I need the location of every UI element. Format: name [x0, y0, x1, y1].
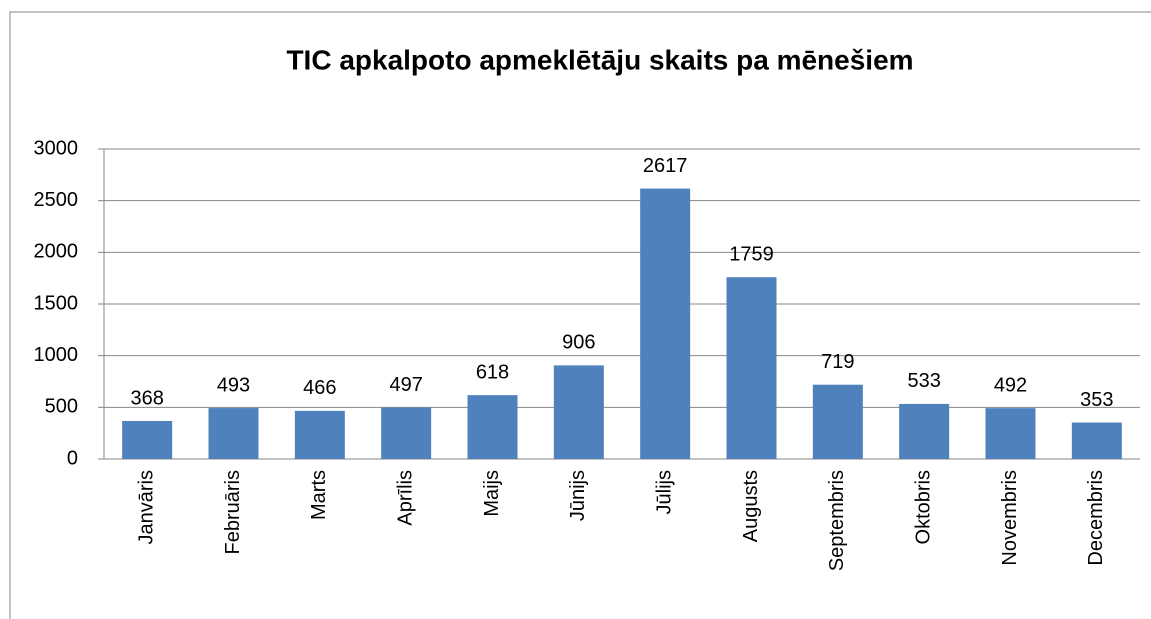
- x-tick-label: Aprīlis: [394, 470, 416, 526]
- y-tick-label: 500: [45, 396, 78, 418]
- chart-border: [9, 11, 1151, 619]
- bar: [726, 277, 777, 459]
- data-label: 618: [476, 361, 509, 383]
- x-tick-label: Janvāris: [135, 470, 157, 544]
- x-tick-label: Marts: [308, 470, 330, 520]
- data-label: 1759: [729, 244, 774, 266]
- bar: [640, 188, 691, 459]
- x-tick-label: Februāris: [222, 470, 244, 554]
- x-tick-label: Septembris: [826, 470, 848, 571]
- bar: [1071, 422, 1122, 459]
- data-label: 2617: [643, 155, 688, 177]
- x-tick-label: Novembris: [999, 470, 1021, 566]
- data-label: 533: [907, 370, 940, 392]
- x-tick-label: Oktobris: [912, 470, 934, 544]
- bar: [122, 420, 173, 459]
- y-tick-label: 1500: [34, 292, 79, 314]
- data-label: 719: [821, 351, 854, 373]
- bar: [553, 365, 604, 459]
- bar: [985, 408, 1036, 459]
- bar: [208, 408, 259, 459]
- y-tick-label: 3000: [34, 137, 79, 159]
- bar: [381, 407, 432, 459]
- data-label: 906: [562, 332, 595, 354]
- data-label: 368: [130, 387, 163, 409]
- bar: [467, 395, 518, 459]
- bar: [294, 410, 345, 459]
- data-label: 466: [303, 377, 336, 399]
- data-label: 493: [217, 374, 250, 396]
- bar: [812, 384, 863, 459]
- x-tick-label: Jūnijs: [567, 470, 589, 521]
- y-tick-label: 2500: [34, 189, 79, 211]
- y-tick-label: 2000: [34, 241, 79, 263]
- chart-title: TIC apkalpoto apmeklētāju skaits pa mēne…: [286, 44, 913, 75]
- bar: [899, 403, 950, 459]
- x-tick-label: Augusts: [740, 470, 762, 542]
- data-label: 497: [389, 374, 422, 396]
- y-tick-label: 1000: [34, 344, 79, 366]
- y-tick-label: 0: [67, 447, 78, 469]
- x-tick-label: Jūlijs: [653, 470, 675, 514]
- x-tick-label: Maijs: [481, 470, 503, 517]
- x-tick-label: Decembris: [1085, 470, 1107, 566]
- data-label: 353: [1080, 389, 1113, 411]
- data-label: 492: [994, 374, 1027, 396]
